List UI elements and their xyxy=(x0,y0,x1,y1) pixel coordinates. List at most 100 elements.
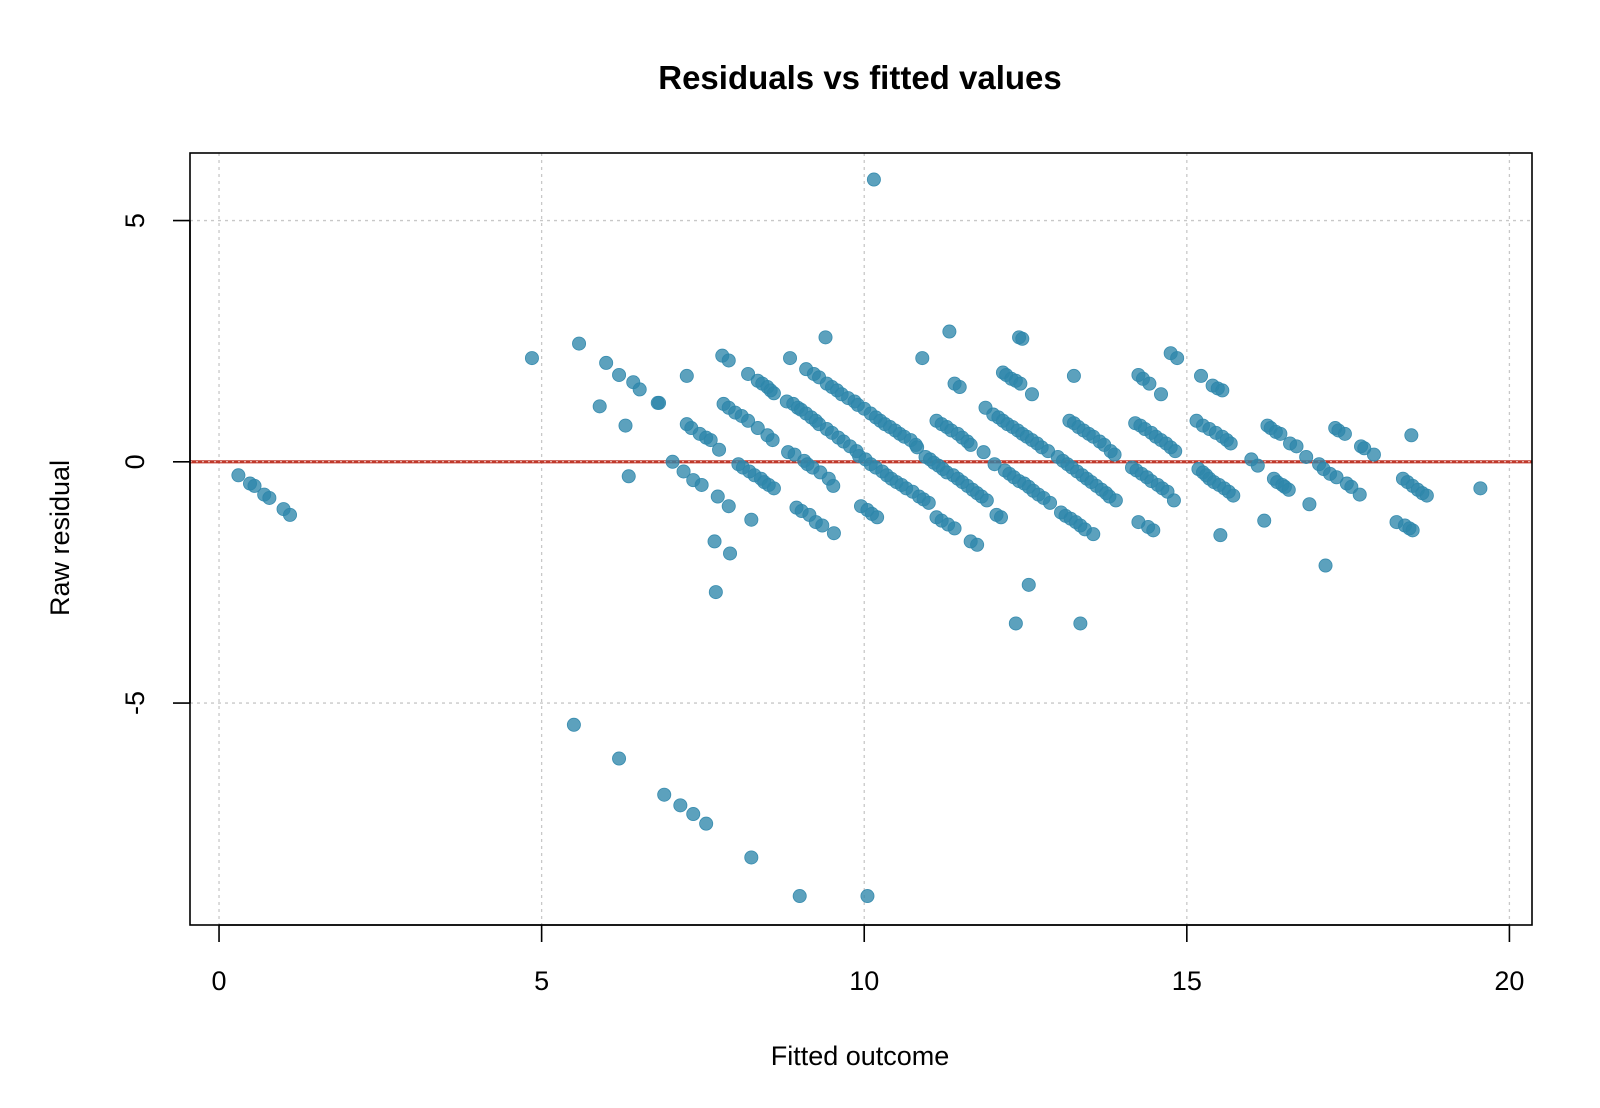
data-point xyxy=(976,445,991,460)
data-point xyxy=(1352,487,1367,502)
data-point xyxy=(1024,387,1039,402)
data-point xyxy=(765,433,780,448)
data-point xyxy=(652,395,667,410)
data-point xyxy=(694,477,709,492)
data-point xyxy=(942,324,957,339)
data-point xyxy=(1073,616,1088,631)
data-point xyxy=(1329,470,1344,485)
data-point xyxy=(1013,376,1028,391)
data-point xyxy=(262,490,277,505)
data-point xyxy=(673,798,688,813)
data-point xyxy=(1194,368,1209,383)
data-point xyxy=(1146,523,1161,538)
data-point xyxy=(1043,495,1058,510)
data-point xyxy=(524,351,539,366)
y-axis: -5 0 5 xyxy=(120,213,191,715)
x-tick-label: 15 xyxy=(1172,966,1202,996)
data-point xyxy=(721,353,736,368)
x-tick-label: 5 xyxy=(534,966,549,996)
x-tick-label: 0 xyxy=(212,966,227,996)
data-point xyxy=(1168,444,1183,459)
data-point xyxy=(1273,426,1288,441)
data-point xyxy=(1166,493,1181,508)
data-point xyxy=(1405,523,1420,538)
data-point xyxy=(818,330,833,345)
grid-lines xyxy=(190,153,1532,925)
data-point xyxy=(766,386,781,401)
data-point xyxy=(970,537,985,552)
data-point xyxy=(1021,577,1036,592)
data-point xyxy=(952,380,967,395)
data-point xyxy=(1473,481,1488,496)
data-point xyxy=(987,457,1002,472)
data-point xyxy=(741,366,756,381)
data-point xyxy=(679,368,694,383)
data-point xyxy=(231,468,246,483)
data-point xyxy=(592,399,607,414)
data-point xyxy=(1223,436,1238,451)
x-axis: 0 5 10 15 20 xyxy=(212,924,1524,996)
data-point xyxy=(860,889,875,904)
data-point xyxy=(741,413,756,428)
data-point xyxy=(866,172,881,187)
data-point xyxy=(710,489,725,504)
data-point xyxy=(703,433,718,448)
data-point xyxy=(826,478,841,493)
data-point xyxy=(783,351,798,366)
data-point xyxy=(1142,376,1157,391)
data-point xyxy=(1250,458,1265,473)
data-point xyxy=(1257,513,1272,528)
data-point xyxy=(657,787,672,802)
data-point xyxy=(712,442,727,457)
data-point xyxy=(1015,331,1030,346)
data-point xyxy=(1170,351,1185,366)
data-point xyxy=(612,751,627,766)
data-point xyxy=(247,478,262,493)
y-axis-label: Raw residual xyxy=(45,460,75,616)
data-point xyxy=(699,816,714,831)
data-point xyxy=(979,493,994,508)
data-point xyxy=(599,355,614,370)
data-point xyxy=(618,418,633,433)
plot-frame xyxy=(189,152,1533,926)
data-point xyxy=(1066,368,1081,383)
chart-title: Residuals vs fitted values xyxy=(658,59,1062,96)
data-point xyxy=(632,382,647,397)
data-point xyxy=(723,546,738,561)
data-point xyxy=(815,518,830,533)
x-axis-label: Fitted outcome xyxy=(771,1041,950,1071)
data-point xyxy=(1086,527,1101,542)
data-point xyxy=(744,512,759,527)
data-points xyxy=(231,172,1488,904)
data-point xyxy=(870,510,885,525)
data-point xyxy=(766,481,781,496)
data-point xyxy=(750,421,765,436)
data-point xyxy=(915,351,930,366)
data-point xyxy=(963,437,978,452)
data-point xyxy=(1215,383,1230,398)
data-point xyxy=(1107,447,1122,462)
data-point xyxy=(621,469,636,484)
data-point xyxy=(1302,497,1317,512)
y-tick-label: 0 xyxy=(120,454,150,469)
y-tick-label: -5 xyxy=(120,691,150,715)
data-point xyxy=(1289,439,1304,454)
data-point xyxy=(1299,449,1314,464)
data-point xyxy=(665,454,680,469)
data-point xyxy=(283,507,298,522)
data-point xyxy=(910,440,925,455)
data-point xyxy=(826,526,841,541)
data-point xyxy=(708,585,723,600)
data-point xyxy=(676,464,691,479)
x-tick-label: 20 xyxy=(1494,966,1524,996)
data-point xyxy=(612,367,627,382)
data-point xyxy=(994,510,1009,525)
data-point xyxy=(1366,447,1381,462)
y-tick-label: 5 xyxy=(120,213,150,228)
x-tick-label: 10 xyxy=(849,966,879,996)
data-point xyxy=(947,521,962,536)
data-point xyxy=(1213,528,1228,543)
data-point xyxy=(792,889,807,904)
data-point xyxy=(1008,616,1023,631)
